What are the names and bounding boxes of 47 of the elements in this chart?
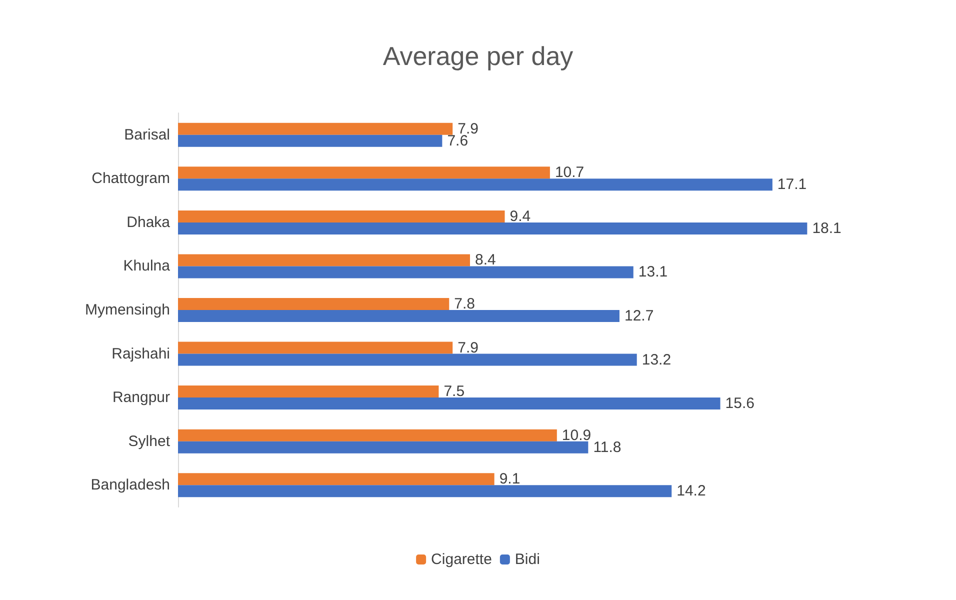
data-label: 7.8 <box>454 296 475 312</box>
bar <box>178 178 772 191</box>
bar <box>178 210 505 222</box>
chart-title: Average per day <box>382 41 574 71</box>
bar <box>178 298 450 310</box>
bar <box>178 166 550 179</box>
y-tick-label: Bangladesh <box>90 476 170 494</box>
bar <box>178 354 637 366</box>
data-label: 14.2 <box>676 482 706 500</box>
y-tick-label: Mymensingh <box>84 302 170 318</box>
y-tick-label: Khulna <box>123 258 171 275</box>
bar <box>178 386 439 398</box>
data-label: 7.6 <box>447 132 468 150</box>
data-label: 17.1 <box>777 176 807 194</box>
data-label: 13.2 <box>642 351 672 368</box>
data-label: 8.4 <box>475 252 496 269</box>
y-tick-label: Rangpur <box>112 389 170 406</box>
legend-label: Cigarette <box>431 551 492 568</box>
bar <box>178 485 672 498</box>
y-tick-label: Sylhet <box>128 432 171 450</box>
y-tick-label: Dhaka <box>126 214 171 231</box>
bar <box>178 254 470 266</box>
bar <box>178 134 442 147</box>
bar <box>178 398 720 410</box>
data-label: 7.9 <box>458 339 478 356</box>
data-label: 15.6 <box>725 395 754 412</box>
data-label: 7.5 <box>444 383 465 400</box>
data-label: 11.8 <box>593 438 622 456</box>
data-label: 9.1 <box>499 470 520 488</box>
bar <box>178 342 453 354</box>
bar <box>178 473 494 486</box>
data-label: 13.1 <box>638 264 668 281</box>
bar <box>178 122 453 135</box>
bar <box>178 310 620 322</box>
data-label: 10.7 <box>554 164 584 182</box>
bar <box>178 429 557 442</box>
data-label: 9.4 <box>510 208 531 225</box>
y-tick-label: Chattogram <box>92 170 170 188</box>
bar <box>178 222 808 234</box>
y-tick-label: Barisal <box>124 126 170 144</box>
bar <box>178 266 634 278</box>
legend-label: Bidi <box>514 551 540 568</box>
data-label: 18.1 <box>812 220 842 237</box>
data-label: 10.9 <box>562 426 592 444</box>
data-label: 12.7 <box>624 308 654 324</box>
y-tick-label: Rajshahi <box>112 345 170 362</box>
bar <box>178 441 588 454</box>
